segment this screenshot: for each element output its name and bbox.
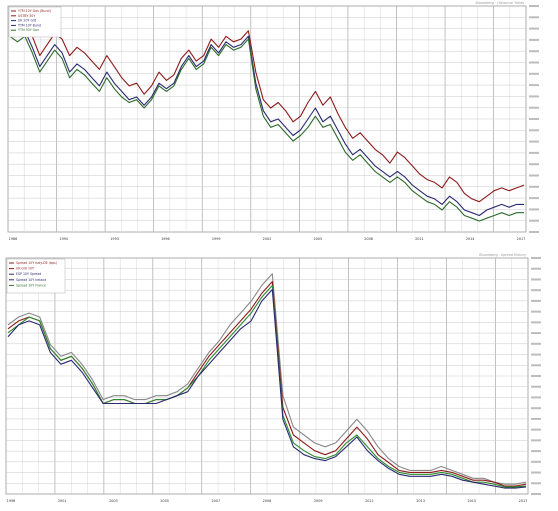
- x-tick-label: 2002: [263, 237, 272, 241]
- legend-entry: YTM 10Y Bund: [18, 23, 41, 27]
- y-tick-mark: [531, 278, 541, 281]
- y-tick-mark: [529, 118, 539, 120]
- x-tick-label: 1990: [59, 237, 68, 241]
- y-tick-mark: [529, 208, 539, 211]
- x-tick-label: 2011: [365, 499, 374, 503]
- y-tick-mark: [529, 231, 539, 233]
- y-tick-mark: [531, 471, 541, 474]
- y-tick-mark: [529, 72, 539, 75]
- legend: Spread 10Y Italy-DE (bps) UK Gilt 10YESP …: [6, 258, 66, 294]
- y-tick-mark: [531, 353, 541, 356]
- y-tick-mark: [531, 332, 541, 335]
- y-tick-mark: [531, 289, 541, 292]
- chart-panel-bottom: Bloomberg · Spread History Spread 10Y Ita…: [5, 253, 541, 503]
- y-tick-mark: [529, 95, 539, 98]
- y-tick-mark: [529, 61, 539, 64]
- series-line-4: [7, 288, 527, 489]
- legend-entry: YTM 10Y Gov (Bund): [18, 9, 51, 13]
- y-tick-mark: [529, 185, 539, 188]
- legend-entry: UK Gilt 10Y: [16, 267, 34, 271]
- y-tick-mark: [531, 482, 541, 485]
- x-tick-label: 2014: [466, 237, 475, 241]
- x-tick-label: 1996: [161, 237, 170, 241]
- legend-entry: YTM 30Y Gov: [18, 28, 39, 32]
- x-tick-label: 2017: [517, 237, 526, 241]
- legend-box: [8, 6, 62, 38]
- y-tick-mark: [529, 219, 539, 222]
- y-tick-mark: [529, 50, 539, 53]
- legend-entry: ESP 10Y Spread: [16, 272, 41, 276]
- y-tick-mark: [529, 151, 539, 154]
- legend-entry: Spread 10Y Ireland: [16, 278, 46, 282]
- x-tick-label: 1993: [110, 237, 119, 241]
- legend-entry: Spread 10Y Italy-DE (bps): [16, 261, 57, 265]
- x-tick-label: 2013: [416, 499, 425, 503]
- x-tick-label: 2009: [314, 499, 323, 503]
- series-line-3: [9, 35, 524, 222]
- y-tick-mark: [531, 299, 541, 302]
- legend-entry: UK 20Y Gilt: [18, 19, 37, 23]
- y-tick-mark: [529, 27, 539, 30]
- x-tick-label: 2008: [364, 237, 373, 241]
- y-tick-mark: [531, 364, 541, 367]
- series-line-1: [9, 19, 525, 203]
- corner-source-text: Bloomberg · Spread History: [479, 253, 526, 257]
- y-tick-mark: [531, 450, 541, 453]
- y-tick-mark: [529, 5, 539, 7]
- x-tick-label: 2001: [58, 499, 67, 503]
- corner-source-text: Bloomberg · Historical Yields: [476, 1, 525, 5]
- x-tick-label: 2007: [211, 499, 220, 503]
- y-tick-mark: [529, 174, 539, 177]
- x-tick-label: 2003: [109, 499, 118, 503]
- x-tick-label: 2011: [415, 237, 424, 241]
- y-tick-mark: [531, 396, 541, 399]
- x-tick-label: 2008: [263, 499, 272, 503]
- y-tick-mark: [531, 417, 541, 420]
- series-line-3: [7, 284, 527, 488]
- x-tick-label: 1986: [9, 237, 18, 241]
- y-tick-mark: [531, 267, 541, 270]
- y-tick-mark: [531, 385, 541, 388]
- y-tick-mark: [531, 310, 541, 313]
- y-tick-mark: [529, 16, 539, 19]
- y-tick-mark: [529, 38, 539, 41]
- y-tick-mark: [531, 439, 541, 442]
- y-tick-mark: [529, 140, 539, 143]
- x-tick-label: 2015: [467, 499, 476, 503]
- x-tick-label: 2005: [313, 237, 322, 241]
- y-tick-mark: [531, 321, 541, 324]
- y-tick-mark: [529, 84, 539, 87]
- x-tick-label: 2005: [160, 499, 169, 503]
- series-line-2: [9, 30, 524, 217]
- x-tick-label: 2017: [519, 499, 528, 503]
- y-tick-mark: [531, 257, 541, 259]
- chart-panel-top: Bloomberg · Historical Yields YTM 10Y Gov…: [7, 1, 539, 241]
- y-tick-mark: [531, 375, 541, 377]
- legend-entry: Spread 10Y France: [16, 283, 46, 287]
- y-tick-mark: [531, 428, 541, 431]
- y-tick-mark: [529, 197, 539, 200]
- series-line-1: [7, 273, 527, 485]
- y-tick-mark: [529, 106, 539, 109]
- y-tick-mark: [531, 407, 541, 410]
- y-tick-mark: [531, 460, 541, 463]
- legend-entry: USTBY 30Y: [18, 14, 35, 18]
- x-tick-label: 1999: [212, 237, 221, 241]
- legend-box: [6, 258, 66, 294]
- y-tick-mark: [529, 163, 539, 166]
- y-tick-mark: [529, 129, 539, 132]
- y-tick-mark: [531, 493, 541, 495]
- x-tick-label: 1998: [7, 499, 16, 503]
- y-tick-mark: [531, 342, 541, 345]
